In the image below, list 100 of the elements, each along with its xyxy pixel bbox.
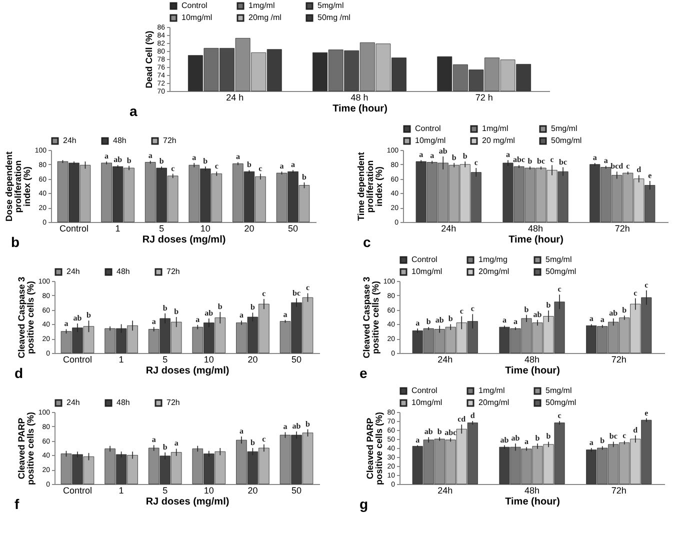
legend-label: 1mg/ml: [478, 386, 505, 395]
x-tick-label: 1: [118, 354, 124, 364]
data-label: e: [644, 408, 649, 418]
data-label: b: [600, 436, 606, 446]
legend-label: Control: [415, 124, 442, 133]
legend-label: 1mg/mg: [478, 255, 508, 264]
x-axis-title: RJ doses (mg/ml): [142, 234, 226, 246]
data-label: a: [174, 438, 178, 448]
data-label: a: [239, 310, 244, 320]
legend-label: 5mg/ml: [546, 386, 572, 395]
data-label: c: [306, 283, 310, 292]
data-label: c: [626, 162, 630, 171]
data-label: c: [214, 162, 219, 171]
legend-label: 24h: [66, 267, 80, 276]
legend-label: 10mg/ml: [182, 13, 212, 22]
x-tick-label: 5: [162, 486, 168, 496]
data-label: ab: [435, 316, 444, 325]
data-label: bc: [292, 288, 301, 298]
legend-label: 10mg/ml: [415, 136, 446, 145]
data-label: a: [239, 426, 244, 436]
x-tick-label: 50: [288, 224, 298, 234]
x-tick-label: 50: [291, 354, 302, 364]
y-axis-title: Cleaved Caspase 3 positive cells (%): [16, 276, 36, 358]
data-label: ab: [438, 146, 448, 156]
x-axis-title: Time (hour): [508, 234, 564, 246]
data-label: a: [513, 317, 518, 326]
x-tick-label: 20: [248, 486, 258, 496]
data-label: ab: [292, 421, 302, 430]
legend-label: 20mg/ml: [478, 398, 510, 407]
x-tick-label: 5: [159, 224, 164, 234]
y-axis-title: Time dependent proliferation index (%): [356, 152, 384, 221]
legend-label: 50mg/ml: [546, 398, 576, 407]
x-tick-label: 20: [248, 354, 258, 364]
data-label: bc: [537, 156, 546, 166]
data-label: b: [174, 307, 180, 316]
data-label: a: [196, 314, 200, 324]
x-tick-label: 24h: [441, 224, 456, 234]
legend-label: 48h: [113, 136, 126, 145]
text: c: [363, 234, 371, 250]
text: d: [14, 365, 24, 381]
y-axis-title: Cleaved PARP positive cells (%): [16, 412, 36, 486]
data-label: a: [592, 152, 597, 162]
data-label: c: [558, 284, 562, 294]
legend-label: 10mg/ml: [412, 398, 442, 407]
data-label: a: [502, 316, 506, 325]
data-label: d: [633, 425, 638, 434]
data-label: a: [430, 150, 434, 160]
y-axis-title: Dose dependent proliferation index (%): [4, 151, 32, 222]
data-label: b: [437, 427, 442, 436]
legend-label: Control: [182, 1, 208, 10]
data-label: b: [448, 314, 454, 324]
data-label: a: [416, 435, 420, 444]
data-label: a: [604, 156, 608, 165]
legend-label: Control: [412, 255, 438, 264]
x-tick-label: 1: [118, 486, 124, 496]
x-tick-label: 72h: [614, 224, 630, 234]
data-label: b: [622, 306, 628, 315]
data-label: ab: [609, 308, 618, 318]
data-label: b: [246, 160, 252, 170]
data-label: c: [634, 288, 638, 298]
legend-label: 20 mg/ml: [482, 136, 516, 145]
legend-label: 5mg/ml: [551, 124, 578, 133]
data-label: abc: [512, 155, 526, 164]
legend-label: 5mg/ml: [546, 255, 572, 264]
data-label: b: [203, 156, 208, 166]
x-tick-label: 72h: [611, 486, 626, 496]
data-label: a: [589, 314, 594, 324]
data-label: b: [535, 434, 540, 442]
data-label: ab: [533, 310, 542, 319]
data-label: b: [250, 302, 256, 312]
data-label: a: [64, 319, 68, 328]
text: f: [14, 496, 20, 512]
x-axis-title: RJ doses (mg/ml): [146, 366, 230, 376]
data-label: c: [470, 304, 475, 314]
data-label: c: [550, 155, 554, 164]
x-tick-label: 48h: [524, 486, 540, 496]
data-label: a: [283, 422, 288, 432]
data-label: a: [600, 314, 604, 324]
x-tick-label: 10: [200, 224, 210, 234]
legend-label: 24h: [63, 136, 76, 145]
x-tick-label: 72 h: [475, 92, 493, 102]
legend-label: 72h: [166, 398, 180, 407]
text: e: [360, 365, 368, 381]
data-label: a: [148, 150, 152, 160]
data-label: b: [452, 152, 457, 162]
legend-label: 1mg/ml: [482, 124, 508, 133]
data-label: b: [426, 317, 432, 326]
data-label: a: [104, 152, 109, 161]
x-tick-label: 72h: [611, 354, 626, 364]
text: a: [130, 103, 138, 119]
data-label: c: [644, 280, 649, 290]
data-label: b: [162, 442, 168, 452]
data-label: b: [546, 300, 552, 310]
data-label: a: [236, 152, 240, 162]
x-tick-label: 1: [115, 224, 120, 234]
data-label: ab: [204, 308, 214, 318]
data-label: b: [126, 156, 132, 165]
data-label: a: [416, 318, 420, 328]
x-tick-label: Control: [59, 224, 89, 234]
data-label: a: [419, 150, 424, 160]
